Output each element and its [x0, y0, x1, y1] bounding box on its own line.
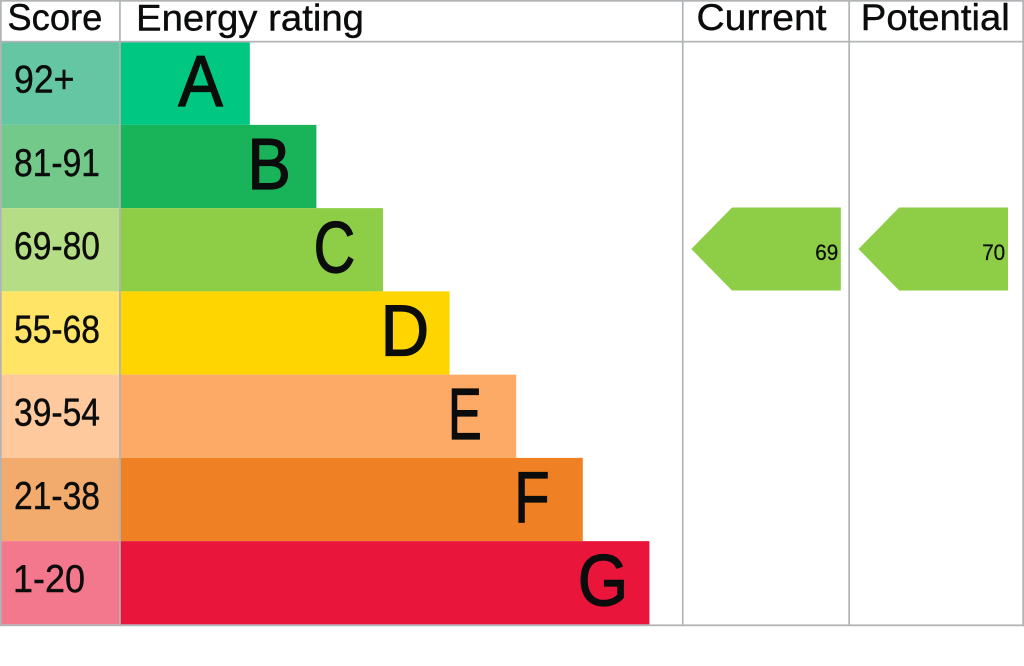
svg-text:A: A: [178, 42, 223, 122]
svg-text:21-38: 21-38: [14, 475, 100, 518]
svg-text:B: B: [247, 125, 291, 205]
svg-text:69: 69: [815, 240, 838, 265]
svg-text:70: 70: [982, 240, 1005, 265]
svg-text:39-54: 39-54: [14, 392, 100, 435]
svg-text:55-68: 55-68: [14, 308, 100, 351]
svg-text:Potential: Potential: [861, 0, 1010, 38]
svg-text:69-80: 69-80: [14, 225, 100, 268]
svg-text:D: D: [381, 292, 430, 372]
svg-text:E: E: [448, 375, 482, 455]
svg-text:1-20: 1-20: [13, 558, 85, 601]
svg-text:G: G: [578, 541, 629, 621]
svg-text:Current: Current: [697, 0, 828, 38]
svg-text:92+: 92+: [14, 59, 75, 102]
svg-text:Score: Score: [7, 0, 102, 38]
svg-text:F: F: [514, 458, 550, 538]
svg-text:Energy rating: Energy rating: [136, 0, 364, 38]
svg-text:81-91: 81-91: [14, 142, 100, 185]
svg-text:C: C: [314, 208, 356, 288]
